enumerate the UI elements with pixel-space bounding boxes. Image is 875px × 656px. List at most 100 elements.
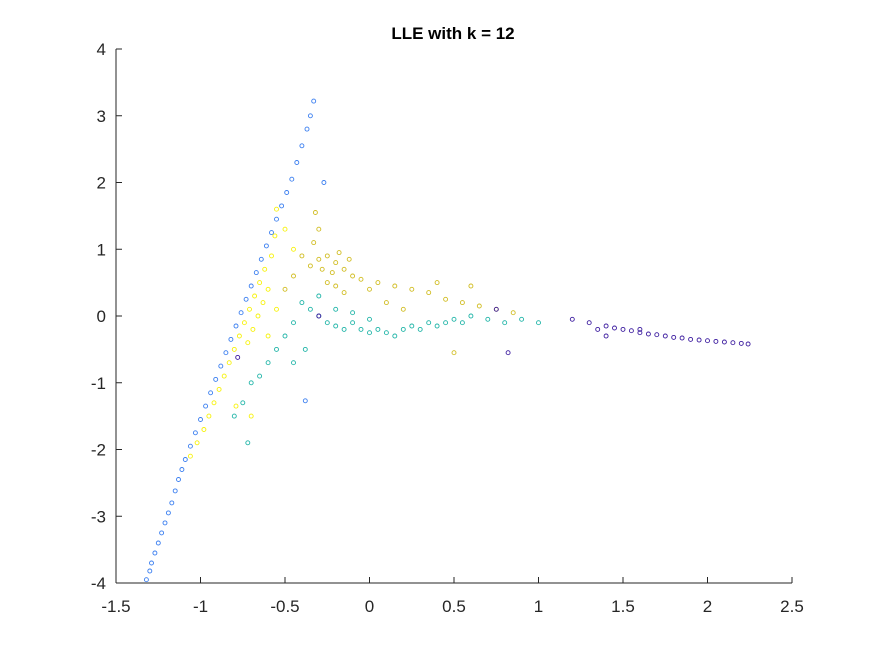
scatter-point [169,500,175,506]
scatter-point [250,326,256,332]
scatter-point [358,276,364,282]
scatter-point [291,320,296,326]
scatter-point [194,440,200,446]
scatter-point [252,293,258,299]
scatter-point [333,283,339,289]
scatter-point [346,256,352,262]
scatter-point [203,403,209,409]
scatter-point [192,430,198,436]
scatter-point [451,350,457,356]
scatter-point [375,326,381,332]
scatter-point [713,338,719,344]
y-tick-label: -3 [91,507,106,526]
scatter-point [253,270,259,276]
scatter-point [165,510,171,516]
scatter-point [221,373,227,379]
scatter-point [159,530,165,536]
scatter-point [679,335,685,341]
scatter-point [721,339,727,345]
x-tick-label: -1.5 [101,597,130,616]
scatter-point [299,300,305,306]
scatter-point [569,316,575,322]
scatter-point [302,346,308,352]
x-tick-label: -1 [193,597,208,616]
scatter-point [485,316,491,322]
scatter-point [241,320,247,326]
y-tick-label: -2 [91,441,106,460]
scatter-point [451,316,457,322]
scatter-point [187,453,193,459]
series-1 [187,206,296,459]
scatter-point [417,326,423,332]
scatter-point [324,280,330,286]
x-ticks: -1.5 -1 -0.5 0 0.5 1 1.5 2 2.5 [101,577,804,616]
scatter-point [434,280,440,286]
scatter-point [350,320,356,326]
scatter-point [519,316,525,322]
scatter-point [316,293,322,299]
scatter-point [476,303,482,309]
scatter-point [269,253,274,259]
scatter-point [248,283,254,289]
scatter-point [671,334,677,340]
scatter-point [319,266,325,272]
y-ticks: -4 -3 -2 -1 0 1 2 3 4 [91,40,122,593]
scatter-point [149,560,154,566]
scatter-point [284,190,290,195]
scatter-point [341,266,347,272]
x-tick-label: 1.5 [611,597,635,616]
series-3 [231,293,541,446]
scatter-point [358,326,364,332]
scatter-point [612,325,617,331]
scatter-point [269,230,274,236]
scatter-point [311,98,317,104]
scatter-point [502,320,508,326]
scatter-point [294,160,300,165]
scatter-point [645,331,651,337]
scatter-point [536,320,541,326]
scatter-point [603,333,609,339]
series-0 [143,98,327,583]
scatter-point [299,253,305,259]
scatter-point [426,320,432,326]
scatter-point [291,273,296,279]
scatter-point [236,333,242,339]
scatter-point [434,323,440,329]
scatter-point [662,333,668,339]
scatter-point [745,341,751,347]
scatter-point [176,477,181,482]
x-tick-label: 0 [365,597,374,616]
x-tick-label: 2.5 [780,597,804,616]
scatter-point [291,246,296,252]
scatter-point [201,427,207,432]
scatter-point [228,336,234,342]
scatter-point [245,440,251,446]
scatter-point [329,270,335,276]
scatter-point [198,417,203,422]
scatter-point [223,350,229,356]
scatter-point [211,400,217,406]
scatter-point [233,403,239,409]
scatter-point [654,332,660,338]
scatter-point [282,226,288,232]
scatter-point [274,346,279,352]
scatter-point [291,360,296,366]
x-tick-label: 0.5 [442,597,466,616]
scatter-point [312,210,318,215]
scatter-point [468,313,474,319]
scatter-point [231,346,237,352]
scatter-point [392,283,398,289]
scatter-point [272,233,278,239]
series-4 [235,306,751,360]
scatter-point [459,300,465,306]
scatter-point [321,180,327,185]
scatter-point [595,326,601,332]
scatter-point [263,243,269,249]
scatter-point [510,310,516,316]
scatter-point [696,337,702,343]
scatter-point [152,550,158,556]
scatter-point [341,290,347,296]
scatter-point [155,540,161,546]
scatter-point [179,467,185,472]
